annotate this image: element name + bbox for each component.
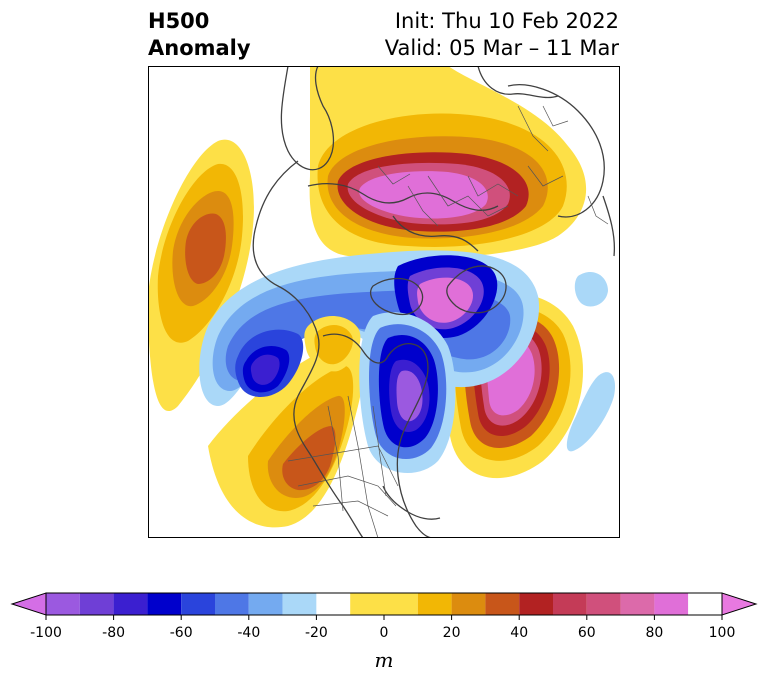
colorbar-tick-label: 100 xyxy=(709,625,736,641)
coastlines xyxy=(252,66,616,538)
colorbar-tick-label: -40 xyxy=(237,625,260,641)
colorbar-segment xyxy=(451,593,486,615)
colorbar-segment xyxy=(620,593,655,615)
east-na-trough xyxy=(359,312,456,473)
colorbar-tick-label: 60 xyxy=(578,625,596,641)
colorbar-segment xyxy=(485,593,520,615)
colorbar-tick-label: -20 xyxy=(305,625,328,641)
colorbar-tick-label: 80 xyxy=(645,625,663,641)
anomaly-map xyxy=(148,66,620,538)
colorbar-under-extension xyxy=(10,592,47,616)
colorbar-segment xyxy=(316,593,351,615)
colorbar-segment xyxy=(586,593,621,615)
map-title: H500 Anomaly xyxy=(148,8,251,62)
title-line-1: H500 xyxy=(148,9,210,33)
colorbar-segment xyxy=(248,593,283,615)
colorbar-tick-label: -100 xyxy=(30,625,62,641)
colorbar-segment xyxy=(553,593,587,615)
colorbar-over-extension xyxy=(721,592,758,616)
east-atlantic-trough xyxy=(566,372,616,452)
colorbar-segment xyxy=(46,593,80,615)
pacific-ridge xyxy=(148,139,254,412)
mid-atlantic-trough xyxy=(574,271,608,307)
colorbar-tick-label: -60 xyxy=(170,625,193,641)
init-date: Init: Thu 10 Feb 2022 xyxy=(394,9,619,33)
colorbar-segment xyxy=(282,593,317,615)
colorbar-segment xyxy=(654,593,689,615)
valid-range: Valid: 05 Mar – 11 Mar xyxy=(384,36,619,60)
colorbar-tick-label: 40 xyxy=(510,625,528,641)
colorbar-segment xyxy=(350,593,418,615)
colorbar-segment xyxy=(519,593,553,615)
colorbar-segment xyxy=(688,593,722,615)
colorbar-unit-label: m xyxy=(375,648,394,672)
colorbar-segment xyxy=(79,593,114,615)
colorbar-segment xyxy=(417,593,452,615)
date-info: Init: Thu 10 Feb 2022 Valid: 05 Mar – 11… xyxy=(385,8,619,62)
political-borders xyxy=(287,105,609,538)
title-line-2: Anomaly xyxy=(148,36,251,60)
colorbar-tick-label: -80 xyxy=(102,625,125,641)
colorbar-segment xyxy=(113,593,148,615)
colorbar-segment xyxy=(147,593,182,615)
colorbar-segment xyxy=(215,593,249,615)
colorbar: -100 -80 -60 -40 -20 0 20 40 60 80 100 m xyxy=(10,592,758,672)
colorbar-tick-label: 20 xyxy=(443,625,461,641)
colorbar-tick-label: 0 xyxy=(380,625,389,641)
colorbar-segment xyxy=(181,593,215,615)
